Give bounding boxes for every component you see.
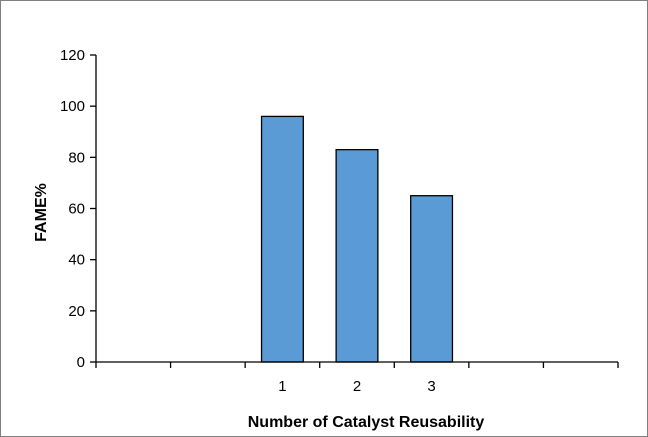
y-axis-ticks: 0 20 40 60 80 100 120	[60, 47, 96, 371]
y-tick-label: 80	[68, 149, 85, 166]
bar	[336, 150, 378, 362]
y-tick-label: 100	[60, 98, 85, 115]
y-tick-label: 0	[77, 354, 85, 371]
y-tick-label: 40	[68, 252, 85, 269]
x-tick-label: 3	[427, 378, 435, 395]
x-axis-ticks: 1 2 3	[96, 362, 618, 395]
bar	[262, 116, 304, 362]
y-tick-label: 60	[68, 201, 85, 218]
y-axis-title: FAME%	[33, 183, 50, 242]
x-axis-title: Number of Catalyst Reusability	[248, 414, 485, 431]
x-tick-label: 1	[278, 378, 286, 395]
bar-series	[262, 116, 453, 362]
y-tick-label: 20	[68, 303, 85, 320]
bar	[411, 196, 453, 362]
y-tick-label: 120	[60, 47, 85, 64]
x-tick-label: 2	[353, 378, 361, 395]
